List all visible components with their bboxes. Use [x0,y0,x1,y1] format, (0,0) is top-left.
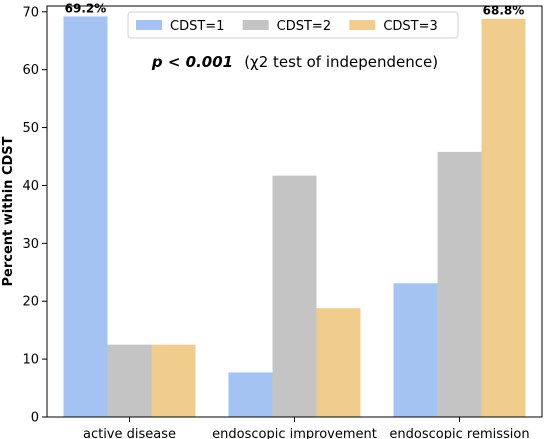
bar-cdst-1-endoscopic-improvement [228,372,273,417]
data-label: 69.2% [65,1,107,15]
bar-cdst-2-endoscopic-remission [437,151,482,418]
legend-label: CDST=1 [170,19,224,34]
plot-frame [46,5,543,418]
p-value-text: p < 0.001 [151,53,233,71]
bar-cdst-3-endoscopic-remission [481,18,526,418]
significance-annotation: p < 0.001 (χ2 test of independence) [151,52,438,71]
legend-swatch [242,20,269,30]
legend: CDST=1 CDST=2 CDST=3 [127,11,459,39]
x-tick-label: endoscopic improvement [212,427,377,439]
legend-box [127,11,459,39]
y-tick-label: 60 [22,63,39,78]
test-description-text: (χ2 test of independence) [244,53,438,71]
data-labels: 69.2% 68.8% [65,1,525,17]
bar-cdst-3-active-disease [151,344,196,417]
data-label: 68.8% [483,4,525,18]
y-tick-label: 0 [31,411,39,426]
bars-group [63,16,526,418]
y-tick-label: 20 [22,295,39,310]
x-tick-label: endoscopic remission [389,427,529,439]
y-tick-label: 10 [22,353,39,368]
bar-cdst-3-endoscopic-improvement [316,308,361,417]
legend-swatch [349,20,376,30]
y-tick-label: 50 [22,121,39,136]
bar-cdst-1-active-disease [63,16,108,418]
axes-box [46,5,543,418]
legend-label: CDST=3 [383,19,437,34]
y-axis-ticks: 0 10 20 30 40 50 60 70 [22,5,47,426]
y-tick-label: 40 [22,179,39,194]
bar-cdst-2-endoscopic-improvement [272,175,317,417]
y-axis-title: Percent within CDST [1,136,16,286]
bar-cdst-2-active-disease [107,344,152,417]
y-tick-label: 30 [22,237,39,252]
y-tick-label: 70 [22,5,39,20]
legend-label: CDST=2 [277,19,331,34]
x-axis-ticks: active disease endoscopic improvement endo… [83,417,530,439]
bar-cdst-1-endoscopic-remission [393,283,438,417]
x-tick-label: active disease [83,427,176,439]
legend-swatch [136,20,162,30]
